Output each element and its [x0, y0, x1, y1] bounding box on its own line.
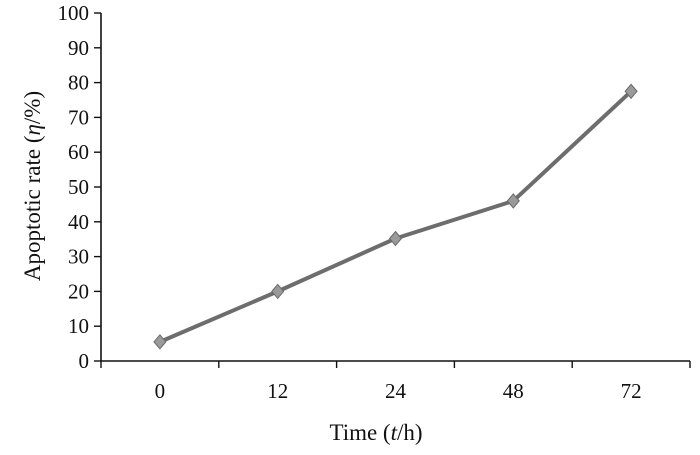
x-tick-label-4: 72 [621, 379, 642, 403]
x-axis-title: Time (t/h) [329, 420, 422, 445]
y-tick-label-0: 0 [79, 349, 90, 373]
x-axis-ticks: 0 12 24 48 72 [100, 361, 691, 403]
y-tick-label-5: 50 [68, 175, 89, 199]
data-point-1 [271, 283, 285, 300]
data-point-3 [506, 193, 520, 209]
data-point-2 [388, 230, 403, 247]
series-group [153, 83, 638, 350]
y-tick-label-10: 100 [58, 1, 90, 25]
x-tick-label-3: 48 [503, 379, 524, 403]
x-tick-label-1: 12 [267, 379, 288, 403]
y-tick-label-3: 30 [68, 245, 89, 269]
y-axis-ticks: 0 10 20 30 40 50 60 70 80 90 100 [58, 1, 101, 373]
data-point-0 [153, 334, 167, 350]
x-tick-label-0: 0 [155, 379, 166, 403]
y-tick-label-4: 40 [68, 210, 89, 234]
x-tick-label-2: 24 [385, 379, 407, 403]
series-line-0 [159, 89, 633, 344]
y-tick-label-6: 60 [68, 140, 89, 164]
y-tick-label-2: 20 [68, 279, 89, 303]
y-tick-label-9: 90 [68, 36, 89, 60]
y-tick-label-1: 10 [68, 314, 89, 338]
y-tick-label-7: 70 [68, 105, 89, 129]
data-point-4 [624, 83, 638, 100]
y-axis-title: Apoptotic rate (η/%) [20, 91, 45, 281]
y-tick-label-8: 80 [68, 71, 89, 95]
